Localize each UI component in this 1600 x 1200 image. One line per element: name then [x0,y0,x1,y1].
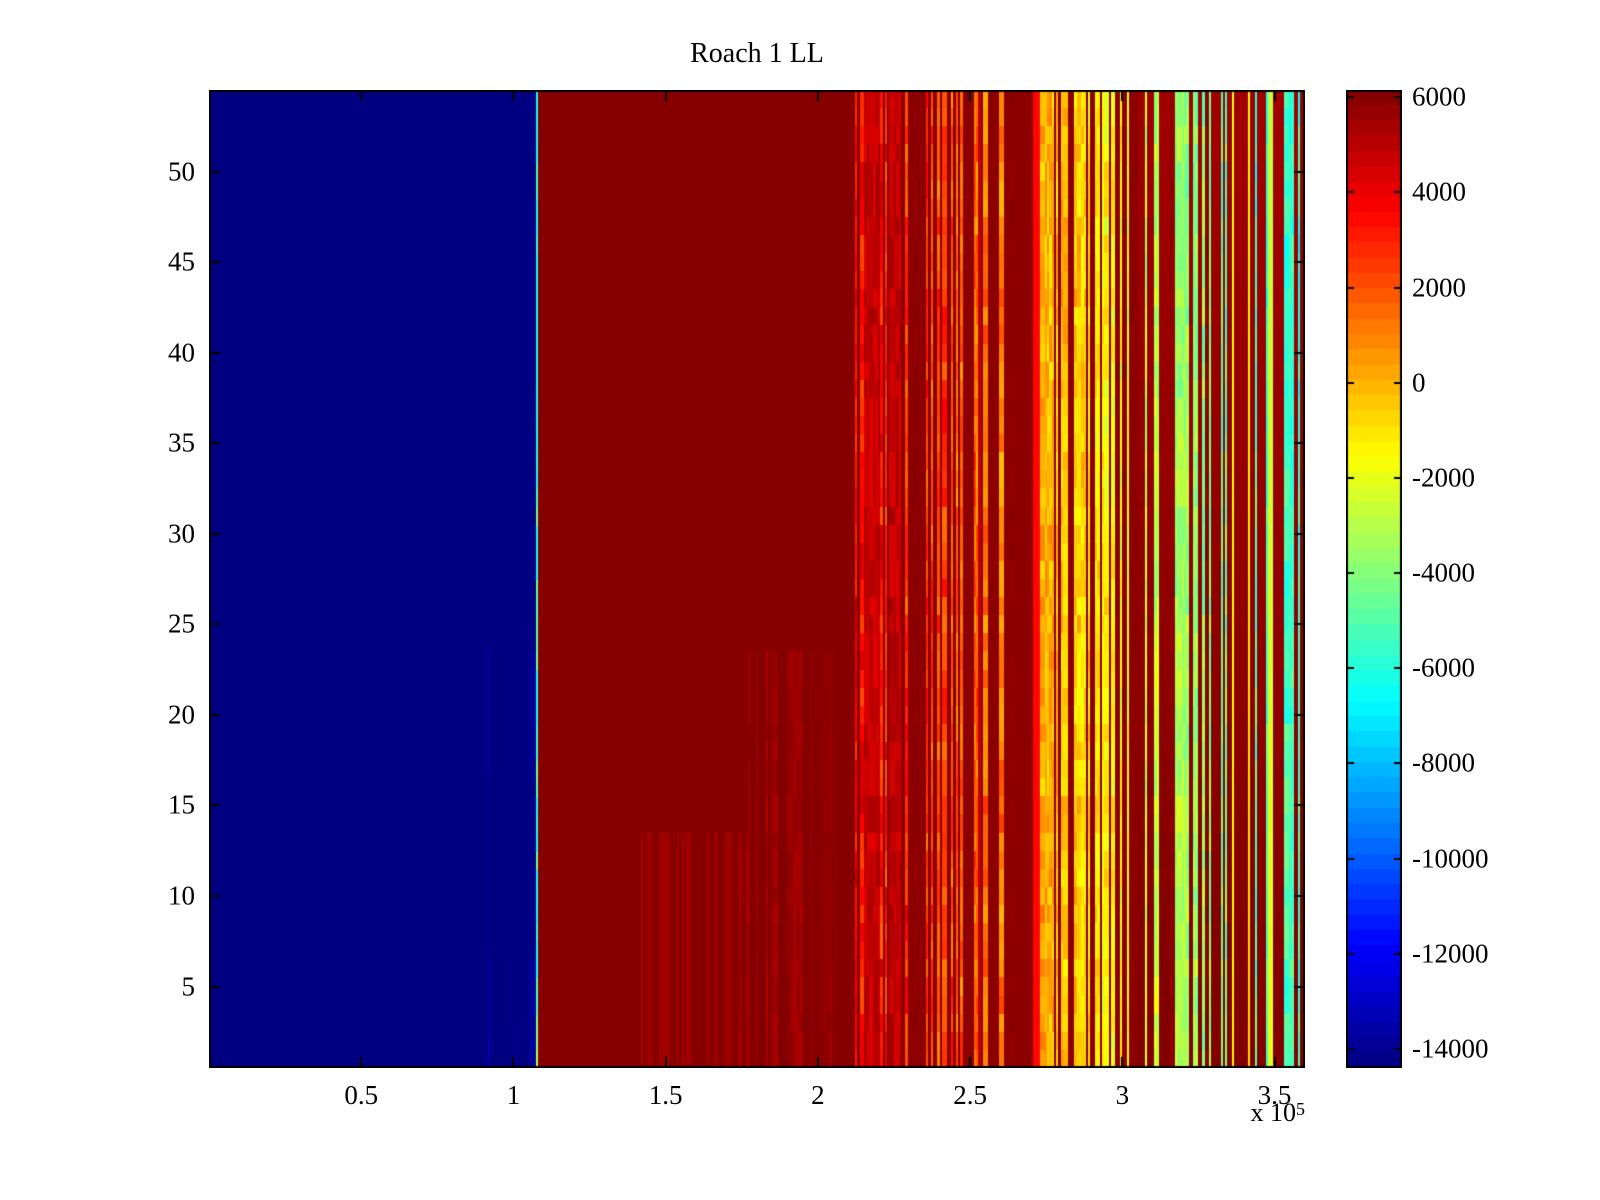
y-tick-label: 50 [168,156,195,186]
y-tick-label: 10 [168,880,195,911]
y-tick-label: 45 [168,246,195,277]
y-tick-label: 5 [181,971,196,1001]
y-tick-label: 15 [168,789,195,820]
x-tick-label: 2 [811,1080,825,1110]
x-tick-label: 1.5 [648,1080,683,1110]
y-tick-label: 40 [168,337,195,368]
colorbar-tick-label: 6000 [1412,81,1466,112]
y-tick-label: 30 [168,518,195,549]
heatmap-image [209,90,1305,1068]
y-tick-label: 20 [168,699,195,730]
colorbar-tick-label: -8000 [1412,747,1475,778]
x-tick-label: 2.5 [953,1080,987,1110]
x-tick-label: 3.5 [1257,1080,1292,1110]
colorbar-tick-label: -14000 [1412,1033,1489,1064]
colorbar [1346,90,1402,1068]
x-axis-exponent-label: x 105 [1250,1098,1306,1127]
colorbar-tick-label: 4000 [1412,176,1466,207]
x-tick-label: 1 [506,1080,521,1110]
chart-title: Roach 1 LL [690,38,824,69]
colorbar-tick-label: -10000 [1412,843,1489,874]
colorbar-tick-label: -4000 [1412,557,1475,588]
y-tick-label: 25 [168,608,195,639]
y-tick-label: 35 [168,427,195,458]
x-tick-label: 0.5 [344,1080,379,1110]
colorbar-tick-label: -6000 [1412,652,1475,683]
colorbar-tick-label: -2000 [1412,462,1475,493]
colorbar-tick-label: -12000 [1412,938,1489,969]
x-tick-label: 3 [1115,1080,1130,1110]
colorbar-tick-label: 0 [1412,367,1426,398]
colorbar-tick-label: 2000 [1412,272,1466,302]
